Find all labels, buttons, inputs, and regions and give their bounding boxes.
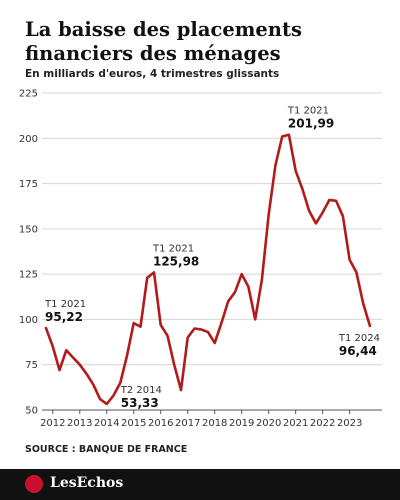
brand-name: LesEchos bbox=[50, 475, 124, 491]
grid-lines bbox=[42, 92, 382, 411]
x-tick-label: 2023 bbox=[337, 418, 362, 429]
annotation-label: T1 2021 bbox=[287, 106, 329, 117]
annotation-value: 96,44 bbox=[339, 344, 377, 358]
annotation-value: 201,99 bbox=[288, 117, 334, 131]
les-echos-logo-icon bbox=[25, 475, 43, 493]
x-tick-label: 2018 bbox=[202, 418, 227, 429]
x-tick-label: 2012 bbox=[40, 418, 65, 429]
x-axis: 2012 2013 2014 2015 2016 2017 2018 2019 2020 2021… bbox=[40, 409, 382, 429]
y-tick-label: 75 bbox=[25, 360, 38, 371]
series-line bbox=[44, 133, 372, 406]
annotation-label: T1 2021 bbox=[152, 243, 194, 254]
footer-bar bbox=[0, 469, 400, 500]
y-tick-label: 100 bbox=[19, 315, 38, 326]
chart-subtitle: En milliards d'euros, 4 trimestres gliss… bbox=[25, 68, 280, 80]
x-tick-label: 2020 bbox=[256, 418, 281, 429]
source-note: SOURCE : BANQUE DE FRANCE bbox=[25, 444, 188, 455]
y-tick-label: 150 bbox=[19, 224, 38, 235]
y-tick-label: 225 bbox=[19, 89, 38, 100]
annotation-value: 53,33 bbox=[121, 396, 159, 410]
x-tick-label: 2017 bbox=[175, 418, 200, 429]
annotation-label: T1 2024 bbox=[338, 333, 380, 344]
y-tick-label: 125 bbox=[19, 270, 38, 281]
annotation-value: 125,98 bbox=[153, 254, 199, 268]
x-tick-label: 2016 bbox=[148, 418, 173, 429]
x-tick-label: 2013 bbox=[67, 418, 92, 429]
annotation-label: T1 2021 bbox=[44, 299, 86, 310]
y-tick-label: 50 bbox=[25, 406, 38, 417]
y-axis: 50 75 100 125 150 175 200 225 bbox=[19, 89, 38, 417]
chart-title: La baisse des placements financiers des … bbox=[25, 18, 302, 65]
x-tick-label: 2022 bbox=[310, 418, 335, 429]
y-tick-label: 175 bbox=[19, 179, 38, 190]
x-tick-label: 2014 bbox=[94, 418, 119, 429]
x-tick-label: 2015 bbox=[121, 418, 146, 429]
annotation-value: 95,22 bbox=[45, 310, 83, 324]
x-tick-label: 2021 bbox=[283, 418, 308, 429]
x-tick-label: 2019 bbox=[229, 418, 254, 429]
annotation-label: T2 2014 bbox=[120, 385, 162, 396]
y-tick-label: 200 bbox=[19, 134, 38, 145]
